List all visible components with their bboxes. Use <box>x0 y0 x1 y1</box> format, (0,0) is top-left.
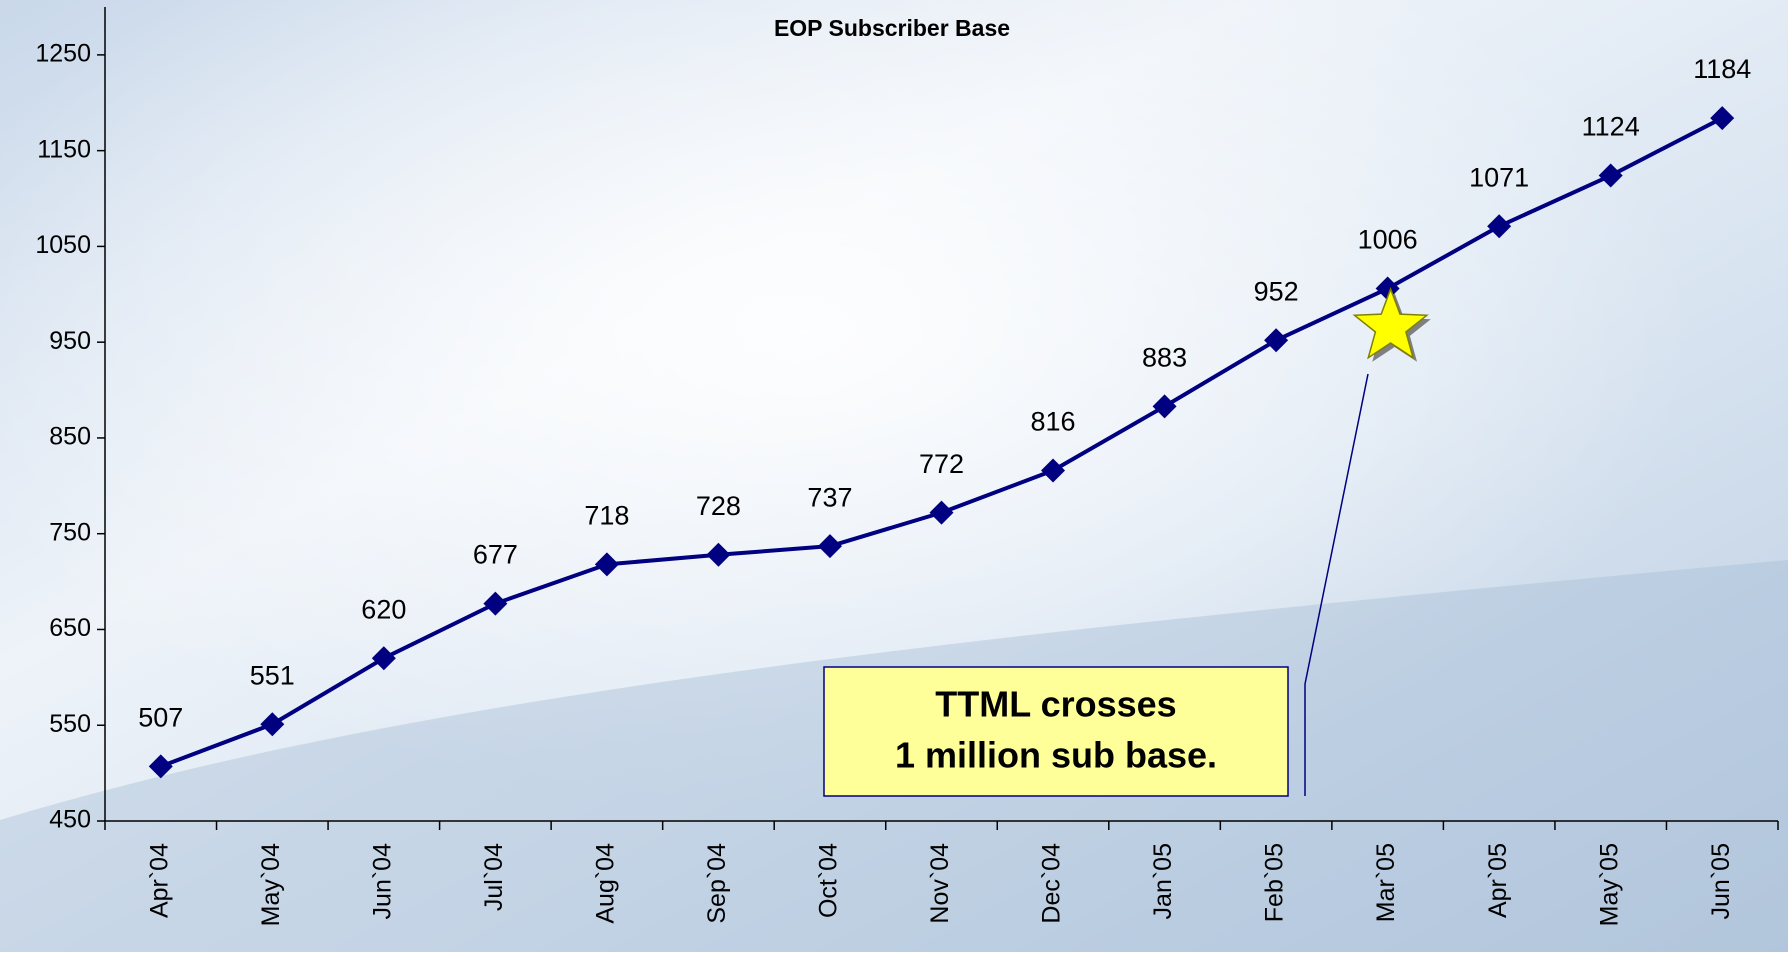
x-tick-label: Jun`05 <box>1707 843 1735 919</box>
page: {"chart_data": { "type": "line", "title"… <box>0 0 1788 952</box>
y-tick-label: 1050 <box>35 231 91 259</box>
value-label: 816 <box>1031 407 1076 437</box>
y-tick-label: 950 <box>49 327 91 355</box>
chart-title: EOP Subscriber Base <box>774 15 1010 41</box>
x-tick-label: Oct`04 <box>815 843 843 918</box>
x-tick-label: Mar`05 <box>1372 843 1400 922</box>
value-label: 952 <box>1254 276 1299 306</box>
x-tick-label: May`04 <box>257 843 285 926</box>
y-tick-label: 450 <box>49 806 91 834</box>
x-tick-label: May`05 <box>1595 843 1623 926</box>
x-tick-label: Jan`05 <box>1149 843 1177 919</box>
annotation-text: 1 million sub base. <box>895 735 1217 776</box>
x-tick-label: Feb`05 <box>1261 843 1289 922</box>
value-label: 718 <box>584 500 629 530</box>
x-tick-label: Nov`04 <box>926 843 954 924</box>
x-tick-label: Sep`04 <box>703 843 731 924</box>
y-tick-label: 750 <box>49 518 91 546</box>
x-tick-label: Jun`04 <box>368 843 396 920</box>
y-tick-label: 1250 <box>35 39 91 67</box>
annotation-text: TTML crosses <box>935 684 1176 725</box>
value-label: 772 <box>919 449 964 479</box>
value-label: 728 <box>696 491 741 521</box>
chart: EOP Subscriber Base 450 550 650 750 850 950 10… <box>0 0 1788 952</box>
y-tick-label: 1150 <box>37 135 91 163</box>
value-label: 551 <box>250 660 295 690</box>
value-label: 737 <box>807 482 852 512</box>
y-tick-label: 650 <box>49 614 91 642</box>
x-tick-label: Aug`04 <box>592 843 620 924</box>
y-tick-label: 550 <box>49 710 91 738</box>
x-tick-label: Dec`04 <box>1038 843 1066 924</box>
x-tick-label: Apr`05 <box>1484 843 1512 918</box>
value-label: 507 <box>138 703 183 733</box>
value-label: 1184 <box>1693 54 1751 84</box>
value-label: 677 <box>473 540 518 570</box>
y-tick-label: 850 <box>49 423 91 451</box>
x-tick-label: Jul`04 <box>480 843 508 911</box>
value-label: 1071 <box>1469 162 1529 192</box>
value-label: 883 <box>1142 342 1187 372</box>
value-label: 1124 <box>1582 112 1640 142</box>
x-tick-label: Apr`04 <box>145 843 173 918</box>
value-label: 1006 <box>1358 225 1418 255</box>
value-label: 620 <box>361 594 406 624</box>
